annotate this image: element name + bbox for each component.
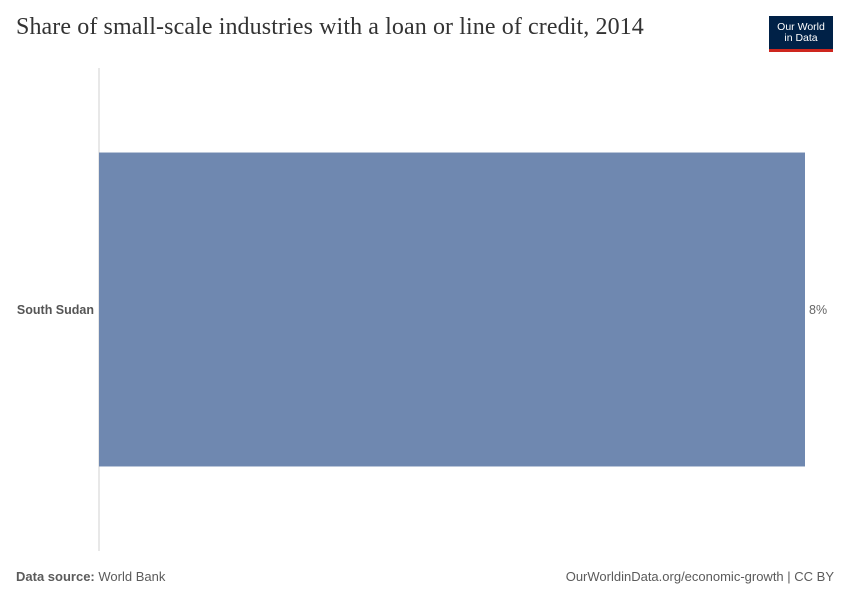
bars-group: South Sudan 8%: [17, 152, 827, 467]
owid-logo[interactable]: Our World in Data: [769, 16, 833, 52]
bar[interactable]: [99, 152, 805, 467]
logo-line-2: in Data: [784, 31, 818, 44]
source-label: Data source:: [16, 569, 95, 584]
footer-url[interactable]: OurWorldinData.org/economic-growth | CC …: [565, 569, 834, 584]
value-label: 8%: [809, 303, 827, 317]
chart-title: Share of small-scale industries with a l…: [16, 14, 644, 40]
logo-line-1: Our World: [777, 20, 825, 33]
data-source: Data source: World Bank: [16, 569, 165, 584]
source-value[interactable]: World Bank: [98, 569, 166, 584]
category-label: South Sudan: [17, 303, 94, 317]
